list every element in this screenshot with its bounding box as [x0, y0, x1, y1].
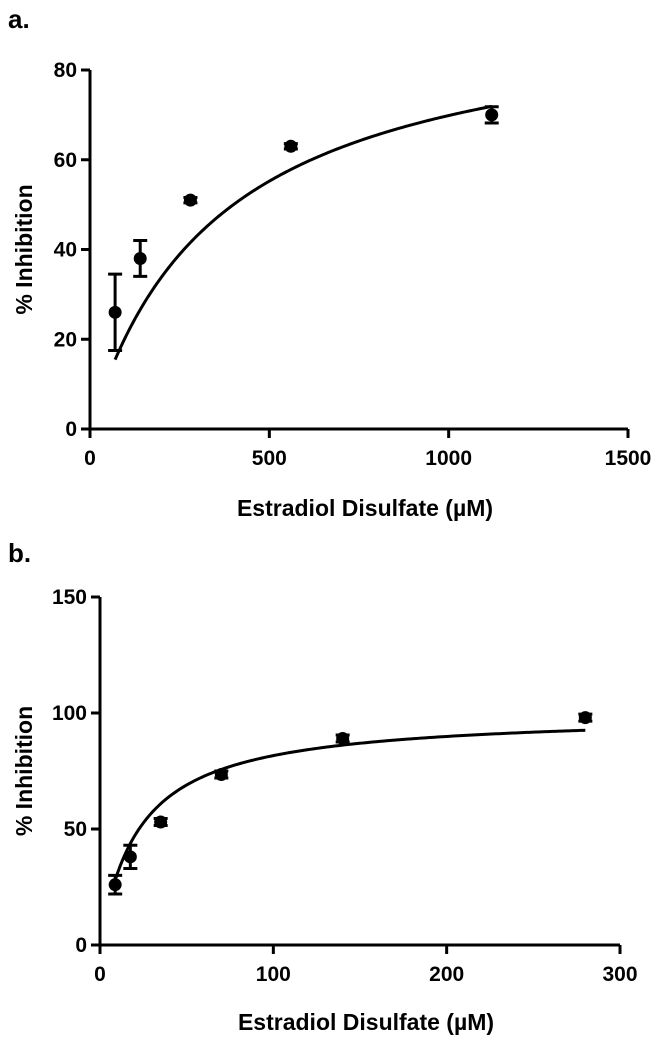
y-tick-label: 60	[54, 149, 77, 172]
x-tick-label: 100	[256, 963, 291, 986]
data-point	[214, 767, 228, 781]
x-tick-label: 300	[602, 963, 637, 986]
y-tick-label: 40	[54, 239, 77, 262]
data-point	[336, 732, 350, 746]
y-tick-label: 0	[65, 418, 77, 441]
x-axis-title: Estradiol Disulfate (µM)	[238, 1009, 494, 1035]
y-axis-title: % Inhibition	[11, 706, 37, 836]
y-tick-label: 50	[64, 818, 87, 841]
data-point	[578, 711, 592, 725]
x-tick-label: 0	[94, 963, 106, 986]
x-tick-label: 500	[252, 447, 287, 470]
data-point	[108, 878, 122, 892]
y-tick-label: 0	[75, 934, 87, 957]
fit-curve	[113, 728, 586, 881]
data-point	[133, 251, 147, 265]
x-axis-title: Estradiol Disulfate (µM)	[237, 495, 493, 521]
data-point	[183, 193, 197, 207]
data-point	[154, 815, 168, 829]
x-tick-label: 1000	[425, 447, 472, 470]
data-point	[485, 108, 499, 122]
y-tick-label: 20	[54, 328, 77, 351]
x-tick-label: 1500	[605, 447, 652, 470]
chart-panel-a: a. 0 20 40 60 80 0 500 1000 1500 % Inhibition Estra…	[8, 4, 651, 521]
chart-panel-b: b. 0 50 100 150 0 100 200 300 % Inhibition Estradi…	[8, 538, 638, 1035]
y-tick-label: 100	[52, 702, 87, 725]
data-point	[108, 305, 122, 319]
panel-label: b.	[8, 538, 31, 568]
x-tick-label: 200	[429, 963, 464, 986]
data-point	[123, 850, 137, 864]
y-axis-title: % Inhibition	[11, 184, 37, 314]
panel-label: a.	[8, 4, 30, 34]
x-tick-label: 0	[84, 447, 96, 470]
data-point	[284, 139, 298, 153]
fit-curve	[113, 104, 492, 361]
y-tick-label: 150	[52, 586, 87, 609]
y-tick-label: 80	[54, 59, 77, 82]
